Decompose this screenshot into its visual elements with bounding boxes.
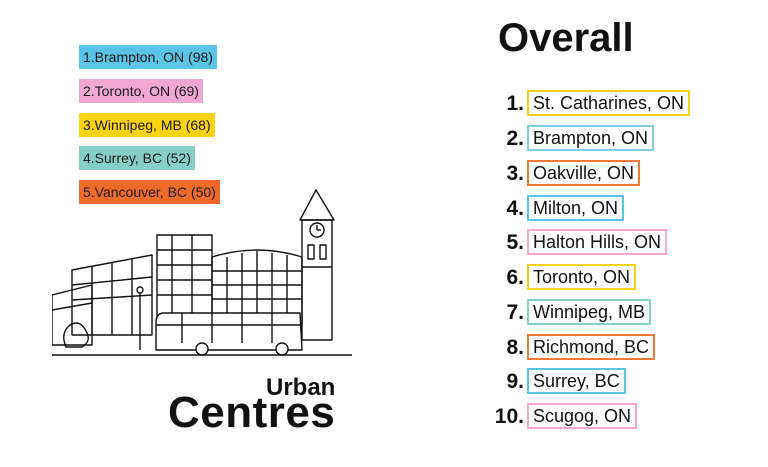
urban-centres-title: Urban Centres [168, 374, 348, 437]
rank-number: 6. [506, 266, 524, 289]
rank-number: 3. [506, 162, 524, 185]
urban-title-big: Centres [168, 388, 336, 437]
urban-item-4: 4.Surrey, BC (52) [79, 146, 195, 170]
rank-name: Milton, ON [527, 195, 625, 221]
rank-number: 1. [506, 92, 524, 115]
rank-name: Halton Hills, ON [527, 229, 668, 255]
urban-item-1: 1.Brampton, ON (98) [79, 45, 217, 69]
rank-number: 2. [506, 127, 524, 150]
rank-name: Brampton, ON [527, 125, 655, 151]
urban-title-small: Urban [266, 374, 336, 401]
rank-number: 5. [506, 231, 524, 254]
rank-number: 8. [506, 336, 524, 359]
rank-name: Oakville, ON [527, 160, 641, 186]
urban-item-5: 5.Vancouver, BC (50) [79, 180, 220, 204]
urban-item-2: 2.Toronto, ON (69) [79, 79, 203, 103]
rank-name: Richmond, BC [527, 334, 656, 360]
rank-number: 9. [506, 370, 524, 393]
rank-name: Winnipeg, MB [527, 299, 652, 325]
rank-number: 7. [506, 301, 524, 324]
rank-number: 4. [506, 197, 524, 220]
overall-title: Overall [498, 16, 634, 60]
urban-item-3: 3.Winnipeg, MB (68) [79, 113, 215, 137]
rank-name: St. Catharines, ON [527, 90, 691, 116]
rank-name: Scugog, ON [527, 403, 638, 429]
rank-name: Toronto, ON [527, 264, 637, 290]
city-hall-bus-illustration [52, 189, 352, 356]
rank-number: 10. [494, 405, 524, 428]
rank-name: Surrey, BC [527, 368, 626, 394]
